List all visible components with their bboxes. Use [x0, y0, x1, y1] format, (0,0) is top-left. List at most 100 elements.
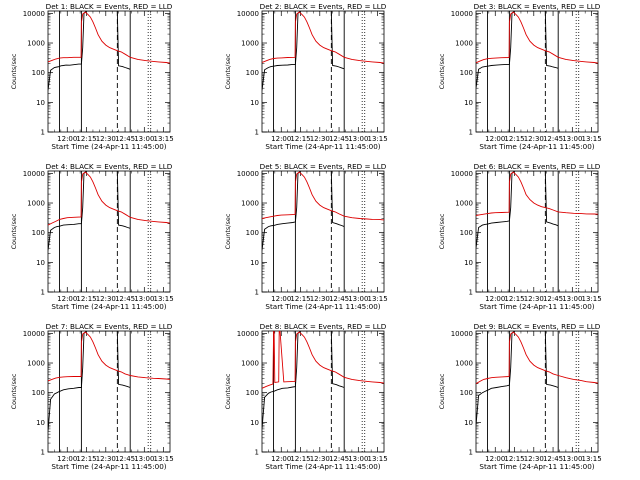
x-tick-label: 13:00: [134, 295, 154, 303]
y-tick-label: 1: [255, 449, 259, 457]
y-axis-label: Counts/sec: [10, 213, 18, 249]
series-line-events: [476, 11, 559, 89]
y-tick-label: 1000: [455, 360, 473, 368]
y-axis-label: Counts/sec: [224, 213, 232, 249]
x-tick-label: 12:00: [271, 295, 291, 303]
x-tick-label: 12:30: [524, 455, 544, 463]
x-tick-label: 13:15: [581, 455, 601, 463]
series-line-events: [48, 171, 131, 251]
y-tick-label: 10000: [23, 10, 45, 18]
series-line-lld: [476, 11, 598, 64]
detector-panel-2: Det 2: BLACK = Events, RED = LLD 1 10 100 10…: [224, 2, 388, 151]
y-tick-label: 1: [41, 129, 45, 137]
y-tick-label: 10: [250, 419, 259, 427]
detector-panel-6: Det 6: BLACK = Events, RED = LLD 1 10 100 10…: [438, 162, 602, 311]
x-tick-label: 12:00: [271, 135, 291, 143]
panel-title: Det 1: BLACK = Events, RED = LLD: [46, 2, 173, 11]
y-tick-label: 1: [469, 129, 473, 137]
y-axis-label: Counts/sec: [224, 373, 232, 409]
series-line-events: [48, 331, 131, 432]
x-tick-label: 13:15: [367, 295, 387, 303]
y-tick-label: 10000: [451, 330, 473, 338]
x-tick-label: 12:00: [57, 135, 77, 143]
plot-data: [476, 11, 598, 89]
x-axis-label: Start Time (24-Apr-11 11:45:00): [51, 462, 166, 471]
series-line-events: [476, 171, 559, 249]
y-tick-label: 1000: [455, 40, 473, 48]
x-tick-label: 13:00: [562, 295, 582, 303]
x-tick-label: 13:15: [581, 295, 601, 303]
y-tick-label: 10000: [23, 330, 45, 338]
x-tick-label: 13:00: [348, 295, 368, 303]
y-tick-label: 10: [250, 259, 259, 267]
detector-panel-8: Det 8: BLACK = Events, RED = LLD 1 10 100 10…: [224, 322, 388, 471]
y-axis-label: Counts/sec: [10, 373, 18, 409]
x-tick-label: 12:30: [310, 295, 330, 303]
series-line-lld: [48, 171, 170, 226]
y-tick-label: 1000: [241, 40, 259, 48]
y-tick-label: 1: [469, 449, 473, 457]
x-axis-label: Start Time (24-Apr-11 11:45:00): [51, 142, 166, 151]
x-tick-label: 12:15: [504, 455, 524, 463]
y-tick-label: 10: [36, 99, 45, 107]
x-axis-label: Start Time (24-Apr-11 11:45:00): [479, 142, 594, 151]
series-line-lld: [262, 171, 384, 221]
y-tick-label: 1000: [27, 360, 45, 368]
y-tick-label: 10000: [451, 170, 473, 178]
y-tick-label: 100: [32, 69, 45, 77]
y-tick-label: 100: [246, 389, 259, 397]
x-tick-label: 12:15: [76, 295, 96, 303]
detector-panel-5: Det 5: BLACK = Events, RED = LLD 1 10 100 10…: [224, 162, 388, 311]
panel-title: Det 8: BLACK = Events, RED = LLD: [260, 322, 387, 331]
detector-panel-3: Det 3: BLACK = Events, RED = LLD 1 10 100 10…: [438, 2, 602, 151]
x-tick-label: 12:30: [310, 455, 330, 463]
series-line-lld: [476, 171, 598, 216]
panel-title: Det 3: BLACK = Events, RED = LLD: [474, 2, 601, 11]
y-tick-label: 10: [464, 419, 473, 427]
x-tick-label: 13:00: [562, 455, 582, 463]
plot-data: [48, 331, 170, 432]
y-tick-label: 1: [41, 449, 45, 457]
panel-title: Det 5: BLACK = Events, RED = LLD: [260, 162, 387, 171]
y-tick-label: 100: [246, 229, 259, 237]
x-tick-label: 12:45: [329, 295, 349, 303]
detector-panel-9: Det 9: BLACK = Events, RED = LLD 1 10 100 10…: [438, 322, 602, 471]
y-tick-label: 1: [469, 289, 473, 297]
panel-title: Det 4: BLACK = Events, RED = LLD: [46, 162, 173, 171]
y-tick-label: 1000: [455, 200, 473, 208]
series-line-events: [262, 171, 345, 251]
y-tick-label: 100: [32, 389, 45, 397]
x-tick-label: 13:15: [153, 455, 173, 463]
y-tick-label: 10: [36, 419, 45, 427]
series-line-events: [48, 11, 131, 91]
x-tick-label: 13:00: [134, 135, 154, 143]
x-tick-label: 12:45: [115, 295, 135, 303]
y-axis-label: Counts/sec: [438, 373, 446, 409]
x-axis-label: Start Time (24-Apr-11 11:45:00): [479, 462, 594, 471]
y-axis-label: Counts/sec: [438, 213, 446, 249]
y-tick-label: 10000: [451, 10, 473, 18]
y-tick-label: 10: [464, 259, 473, 267]
x-tick-label: 12:30: [524, 295, 544, 303]
x-tick-label: 12:15: [290, 135, 310, 143]
series-line-lld: [476, 331, 598, 385]
x-tick-label: 13:15: [367, 135, 387, 143]
x-axis-label: Start Time (24-Apr-11 11:45:00): [265, 462, 380, 471]
x-tick-label: 12:15: [504, 135, 524, 143]
x-tick-label: 12:00: [271, 455, 291, 463]
detector-panel-7: Det 7: BLACK = Events, RED = LLD 1 10 100 10…: [10, 322, 174, 471]
plot-data: [48, 171, 170, 251]
series-line-lld: [48, 11, 170, 64]
plot-data: [476, 171, 598, 249]
y-tick-label: 100: [460, 69, 473, 77]
y-axis-label: Counts/sec: [224, 53, 232, 89]
x-axis-label: Start Time (24-Apr-11 11:45:00): [265, 142, 380, 151]
x-axis-label: Start Time (24-Apr-11 11:45:00): [265, 302, 380, 311]
x-tick-label: 12:30: [96, 455, 116, 463]
x-tick-label: 12:45: [115, 455, 135, 463]
plot-data: [262, 331, 384, 429]
y-tick-label: 1000: [241, 360, 259, 368]
x-tick-label: 13:00: [562, 135, 582, 143]
